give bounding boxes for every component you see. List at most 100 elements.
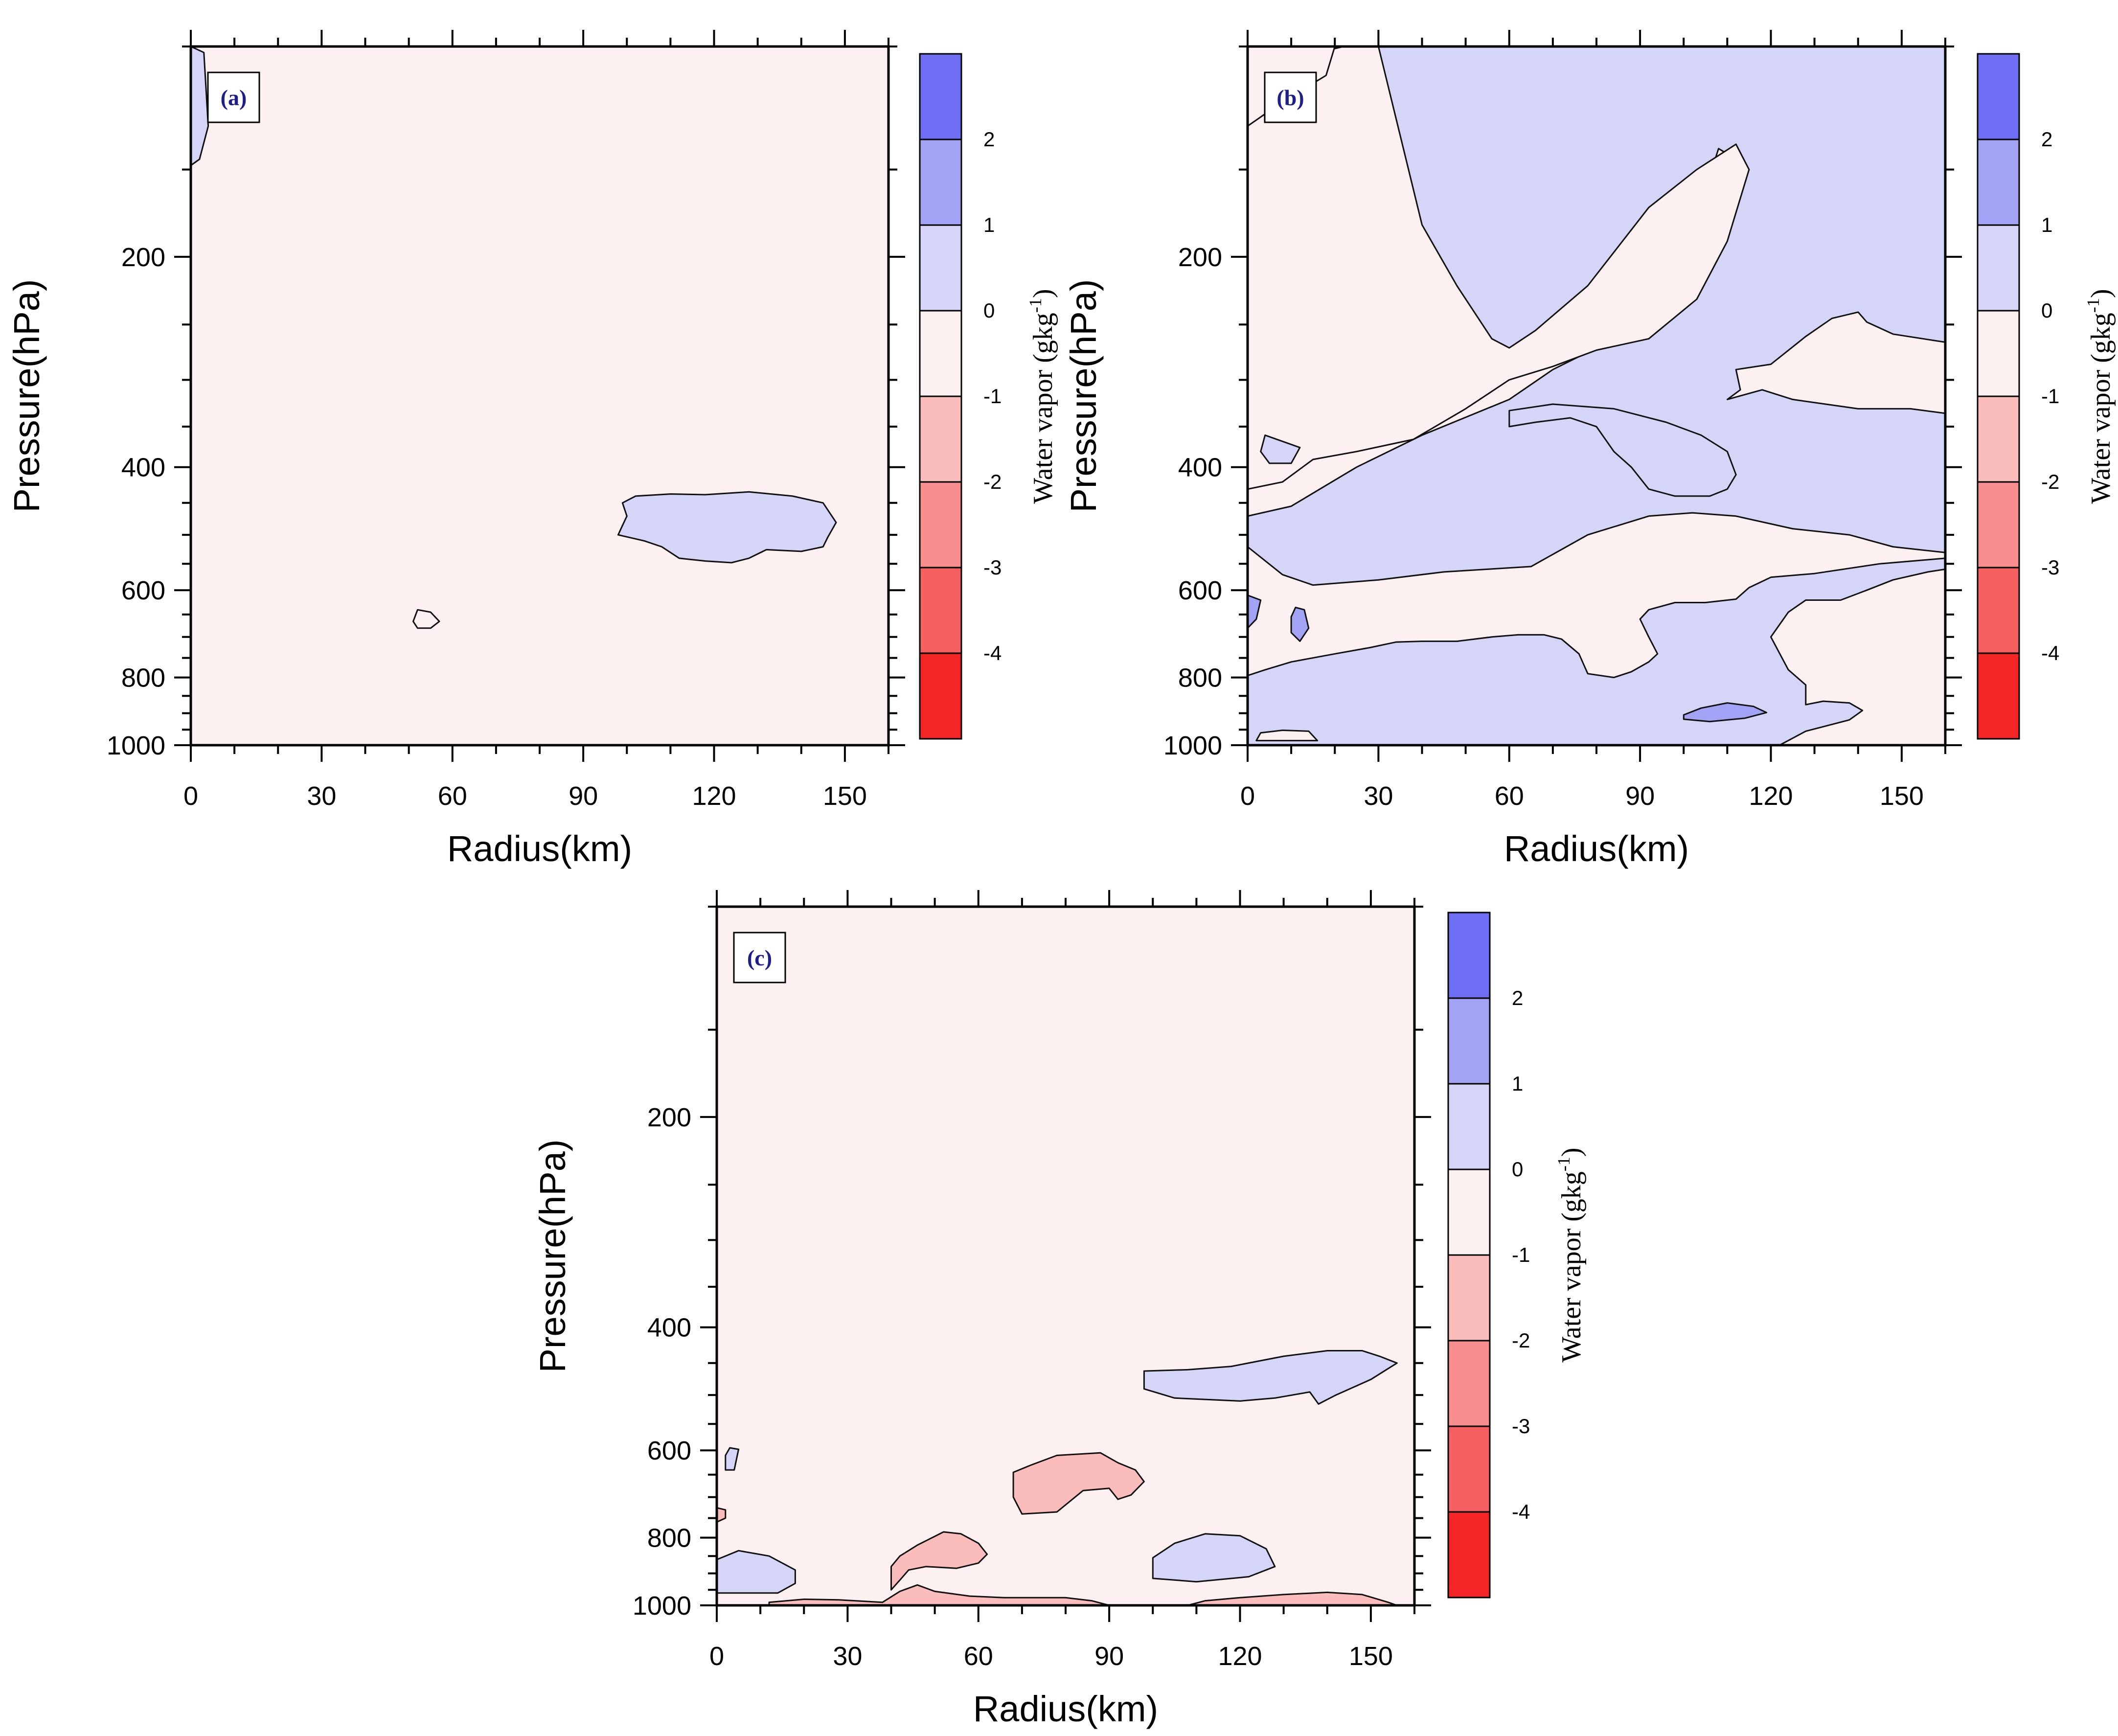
colorbar-swatch (1977, 481, 2020, 569)
contour-region (1248, 46, 1750, 490)
contour-region (890, 1531, 988, 1591)
contour-region (1255, 730, 1319, 742)
panel-label: (b) (1276, 85, 1304, 110)
chart-panel-c: 0 30 60 90 120 1502004006008001000Radius(km)P… (532, 890, 1587, 1729)
y-tick-label: 200 (121, 243, 165, 272)
y-tick-label: 400 (647, 1313, 691, 1343)
x-tick-label: 90 (1625, 781, 1655, 811)
contour-region (617, 491, 837, 564)
y-tick-label: 800 (647, 1524, 691, 1553)
chart-panel-b: 0 30 60 90 120 1502004006008001000Radius(km)P… (1063, 30, 2116, 869)
x-tick-label: 0 (1240, 781, 1255, 811)
x-tick-label: 150 (1349, 1642, 1393, 1671)
x-axis-label: Radius(km) (447, 828, 632, 869)
panel-label: (a) (221, 85, 247, 110)
x-tick-label: 0 (709, 1642, 724, 1671)
colorbar-swatch (919, 481, 962, 569)
x-tick-label: 0 (183, 781, 198, 811)
colorbar-swatch (1977, 652, 2020, 740)
panel-label: (c) (747, 945, 772, 970)
x-tick-label: 120 (692, 781, 736, 811)
contour-region (1726, 311, 1945, 414)
x-tick-label: 60 (438, 781, 467, 811)
contour-region (1248, 594, 1262, 629)
contour-region (1152, 1533, 1276, 1583)
colorbar-tick-label: -4 (1512, 1500, 1530, 1523)
contour-region (717, 907, 1414, 1605)
colorbar: 2 1 0 -1 -2 -3 -4 Water vapor (gkg-1) (919, 53, 1058, 740)
contour-fill-group (717, 907, 1414, 1605)
contour-region (412, 609, 440, 629)
y-tick-label: 200 (1178, 243, 1222, 272)
colorbar-swatch (919, 224, 962, 312)
x-tick-label: 30 (1364, 781, 1393, 811)
panel-label-box (733, 932, 786, 983)
colorbar-swatch (1977, 567, 2020, 654)
chart-panel-a: 0 30 60 90 120 1502004006008001000Radius(km)P… (6, 30, 1058, 869)
colorbar-tick-label: -2 (983, 470, 1002, 493)
y-axis-label: Pressure(hPa) (1063, 279, 1104, 512)
colorbar-swatch (919, 395, 962, 483)
contour-region (717, 1550, 796, 1594)
colorbar-swatch (919, 138, 962, 226)
x-axis-label: Radius(km) (1504, 828, 1689, 869)
colorbar-label: Water vapor (gkg-1) (2083, 289, 2116, 503)
contour-fill-group (1248, 46, 1945, 745)
y-tick-label: 200 (647, 1103, 691, 1132)
colorbar-swatch (1447, 1254, 1491, 1342)
panel-label-box (207, 71, 260, 123)
x-tick-label: 30 (833, 1642, 862, 1671)
colorbar-tick-label: -1 (2041, 385, 2059, 408)
contour-region (1683, 702, 1768, 723)
colorbar-swatch (1447, 997, 1491, 1085)
colorbar-tick-label: -4 (2041, 641, 2059, 664)
colorbar-swatch (1447, 1425, 1491, 1513)
y-tick-label: 600 (647, 1436, 691, 1465)
colorbar-swatch (1447, 912, 1491, 999)
colorbar: 2 1 0 -1 -2 -3 -4 Water vapor (gkg-1) (1447, 912, 1587, 1599)
x-tick-label: 120 (1749, 781, 1793, 811)
contour-region (1248, 512, 1945, 745)
colorbar-tick-label: 1 (2041, 213, 2052, 236)
colorbar-tick-label: -2 (1512, 1329, 1530, 1352)
contour-region (725, 1447, 740, 1471)
x-axis-label: Radius(km) (973, 1689, 1158, 1729)
x-tick-label: 120 (1218, 1642, 1262, 1671)
colorbar-tick-label: -1 (1512, 1243, 1530, 1266)
y-tick-label: 800 (121, 663, 165, 693)
contour-region (1260, 434, 1301, 464)
colorbar-label: Water vapor (gkg-1) (1025, 289, 1058, 503)
colorbar-tick-label: -1 (983, 385, 1002, 408)
colorbar-tick-label: 1 (1512, 1072, 1523, 1095)
colorbar-tick-label: -3 (983, 556, 1002, 579)
contour-region (1508, 403, 1737, 497)
colorbar: 2 1 0 -1 -2 -3 -4 Water vapor (gkg-1) (1977, 53, 2116, 740)
colorbar-tick-label: 2 (983, 128, 995, 151)
contour-region (1143, 1350, 1398, 1405)
colorbar-swatch (1977, 53, 2020, 140)
y-tick-label: 400 (121, 453, 165, 482)
x-tick-label: 90 (569, 781, 598, 811)
colorbar-tick-label: -4 (983, 641, 1002, 664)
contour-region (1290, 606, 1310, 642)
contour-region (717, 1507, 727, 1523)
colorbar-label: Water vapor (gkg-1) (1554, 1147, 1587, 1362)
colorbar-swatch (919, 53, 962, 140)
colorbar-tick-label: -3 (1512, 1415, 1530, 1438)
y-tick-label: 800 (1178, 663, 1222, 693)
y-axis-label: Pressure(hPa) (6, 279, 47, 512)
colorbar-swatch (1447, 1511, 1491, 1599)
colorbar-swatch (1977, 395, 2020, 483)
colorbar-tick-label: 2 (1512, 986, 1523, 1009)
contour-region (191, 46, 888, 745)
colorbar-tick-label: -3 (2041, 556, 2059, 579)
panel-label-box (1264, 71, 1317, 123)
x-tick-label: 60 (964, 1642, 993, 1671)
colorbar-swatch (1447, 1340, 1491, 1427)
x-tick-label: 150 (1880, 781, 1924, 811)
colorbar-swatch (1977, 138, 2020, 226)
y-tick-label: 1000 (107, 731, 165, 760)
x-tick-label: 150 (823, 781, 867, 811)
colorbar-tick-label: 1 (983, 213, 995, 236)
